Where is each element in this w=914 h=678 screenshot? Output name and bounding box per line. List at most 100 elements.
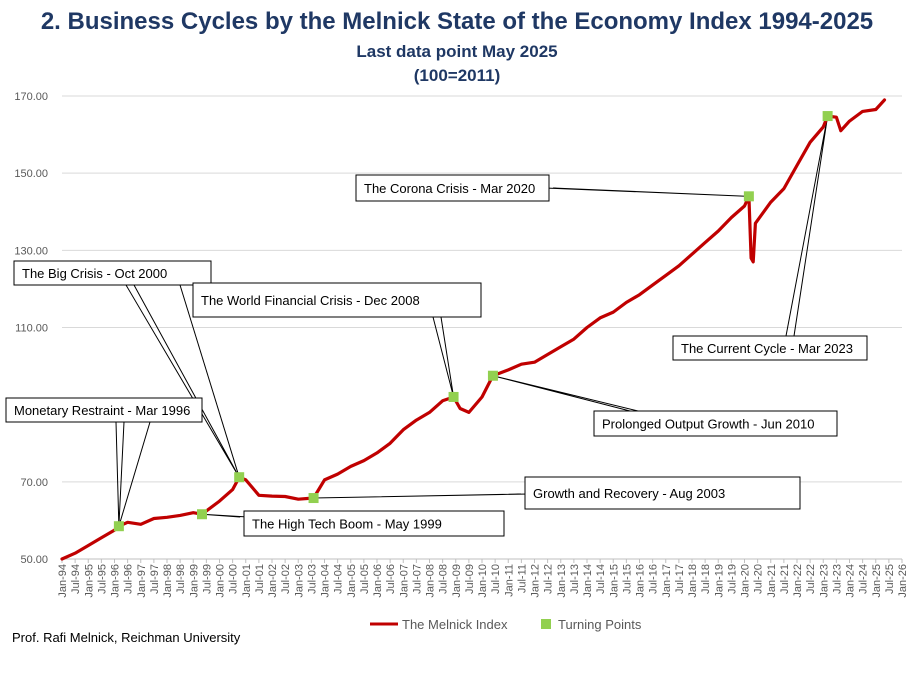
x-tick-label: Jan-05 [346,564,358,598]
legend-label-index: The Melnick Index [402,617,508,632]
x-tick-label: Jul-06 [385,564,397,594]
annotation-boxes: Monetary Restraint - Mar 1996 The High Te… [5,174,868,537]
x-tick-label: Jan-95 [83,564,95,598]
x-tick-label: Jul-22 [805,564,817,594]
x-tick-label: Jul-99 [201,564,213,594]
x-tick-label: Jul-12 [543,564,555,594]
x-tick-label: Jan-04 [320,564,332,598]
x-tick-label: Jan-10 [477,564,489,598]
y-tick-label: 70.00 [20,477,48,489]
x-tick-label: Jul-07 [411,564,423,594]
x-tick-label: Jul-15 [621,564,633,594]
annotation-leader [432,316,455,398]
legend: The Melnick Index Turning Points [370,617,642,632]
chart-base-note: (100=2011) [413,66,501,85]
x-tick-label: Jul-95 [96,564,108,594]
x-tick-label: Jan-19 [713,564,725,598]
x-tick-label: Jul-19 [726,564,738,594]
x-tick-label: Jan-13 [556,564,568,598]
turning-point-marker [197,509,207,520]
x-tick-label: Jan-11 [503,564,515,597]
x-tick-label: Jan-23 [818,564,830,598]
y-tick-label: 150.00 [14,168,48,180]
x-tick-label: Jan-12 [530,564,542,598]
x-tick-label: Jul-10 [490,564,502,594]
y-tick-label: 170.00 [14,91,48,103]
x-tick-label: Jan-03 [293,564,305,598]
x-tick-label: Jan-15 [608,564,620,598]
annotation-leader [115,421,125,527]
x-tick-label: Jul-04 [333,564,345,594]
x-tick-label: Jan-00 [215,564,227,598]
y-axis: 50.00 70.00 110.00 130.00 150.00 170.00 [14,91,48,566]
annotation-leader [544,187,749,197]
x-tick-label: Jul-03 [306,564,318,594]
x-tick-label: Jul-09 [464,564,476,594]
x-tick-label: Jul-14 [595,564,607,594]
x-tick-label: Jan-16 [635,564,647,598]
x-tick-label: Jul-17 [674,564,686,594]
annotation-box [243,510,505,537]
x-tick-label: Jan-17 [661,564,673,598]
x-tick-label: Jan-94 [57,564,69,598]
x-tick-label: Jan-18 [687,564,699,598]
annotation-label: The Current Cycle - Mar 2023 [681,341,853,356]
x-tick-label: Jan-01 [241,564,253,598]
annotation-label: Growth and Recovery - Aug 2003 [533,486,725,501]
x-tick-label: Jul-13 [569,564,581,594]
x-tick-label: Jul-01 [254,564,266,594]
annotation-label: Monetary Restraint - Mar 1996 [14,403,190,418]
x-tick-label: Jul-94 [70,564,82,594]
x-tick-label: Jul-98 [175,564,187,594]
x-tick-label: Jul-20 [753,564,765,594]
x-tick-label: Jul-02 [280,564,292,594]
turning-point-marker [308,493,319,504]
annotation-leader [179,284,240,478]
turning-point-marker [743,191,754,202]
y-tick-label: 50.00 [20,554,48,566]
x-tick-label: Jan-07 [398,564,410,598]
x-axis: Jan-94 Jul-94 Jan-95 Jul-95 Jan-96 Jul-96 Jan-… [57,558,909,598]
x-tick-label: Jul-23 [831,564,843,594]
legend-label-turning-points: Turning Points [558,617,642,632]
x-tick-label: Jan-02 [267,564,279,598]
y-tick-label: 130.00 [14,245,48,257]
turning-point-marker [822,111,833,122]
x-tick-label: Jul-97 [149,564,161,594]
annotation-leader [313,493,530,499]
x-tick-label: Jan-14 [582,564,594,598]
annotation-label: Prolonged Output Growth - Jun 2010 [602,417,814,432]
annotation-label: The Corona Crisis - Mar 2020 [364,181,535,196]
x-tick-label: Jul-18 [700,564,712,594]
x-tick-label: Jan-25 [871,564,883,598]
x-tick-label: Jan-21 [766,564,778,598]
x-tick-label: Jan-22 [792,564,804,598]
x-tick-label: Jan-20 [740,564,752,598]
x-tick-label: Jul-00 [228,564,240,594]
x-tick-label: Jan-26 [897,564,909,598]
annotation-label: The Big Crisis - Oct 2000 [22,266,167,281]
annotation-box [192,282,482,318]
x-tick-label: Jul-25 [884,564,896,594]
x-tick-label: Jul-24 [858,564,870,594]
x-tick-label: Jan-24 [845,564,857,598]
x-tick-label: Jul-08 [438,564,450,594]
x-tick-label: Jul-96 [123,564,135,594]
annotation-leader [492,375,639,412]
turning-point-marker [487,370,498,381]
legend-marker-swatch [541,619,551,629]
annotation-box [524,476,801,510]
x-tick-label: Jul-11 [516,564,528,593]
annotation-box [593,410,838,437]
credit-line: Prof. Rafi Melnick, Reichman University [12,630,241,645]
y-tick-label: 110.00 [15,323,48,335]
annotation-label: The High Tech Boom - May 1999 [252,517,442,532]
turning-point-marker [448,391,459,402]
x-tick-label: Jul-21 [779,564,791,594]
annotation-box [13,260,212,286]
x-tick-label: Jan-08 [425,564,437,598]
x-tick-label: Jan-09 [451,564,463,598]
annotation-leader [201,513,249,518]
chart-title: 2. Business Cycles by the Melnick State … [40,8,874,35]
turning-point-marker [113,521,124,532]
